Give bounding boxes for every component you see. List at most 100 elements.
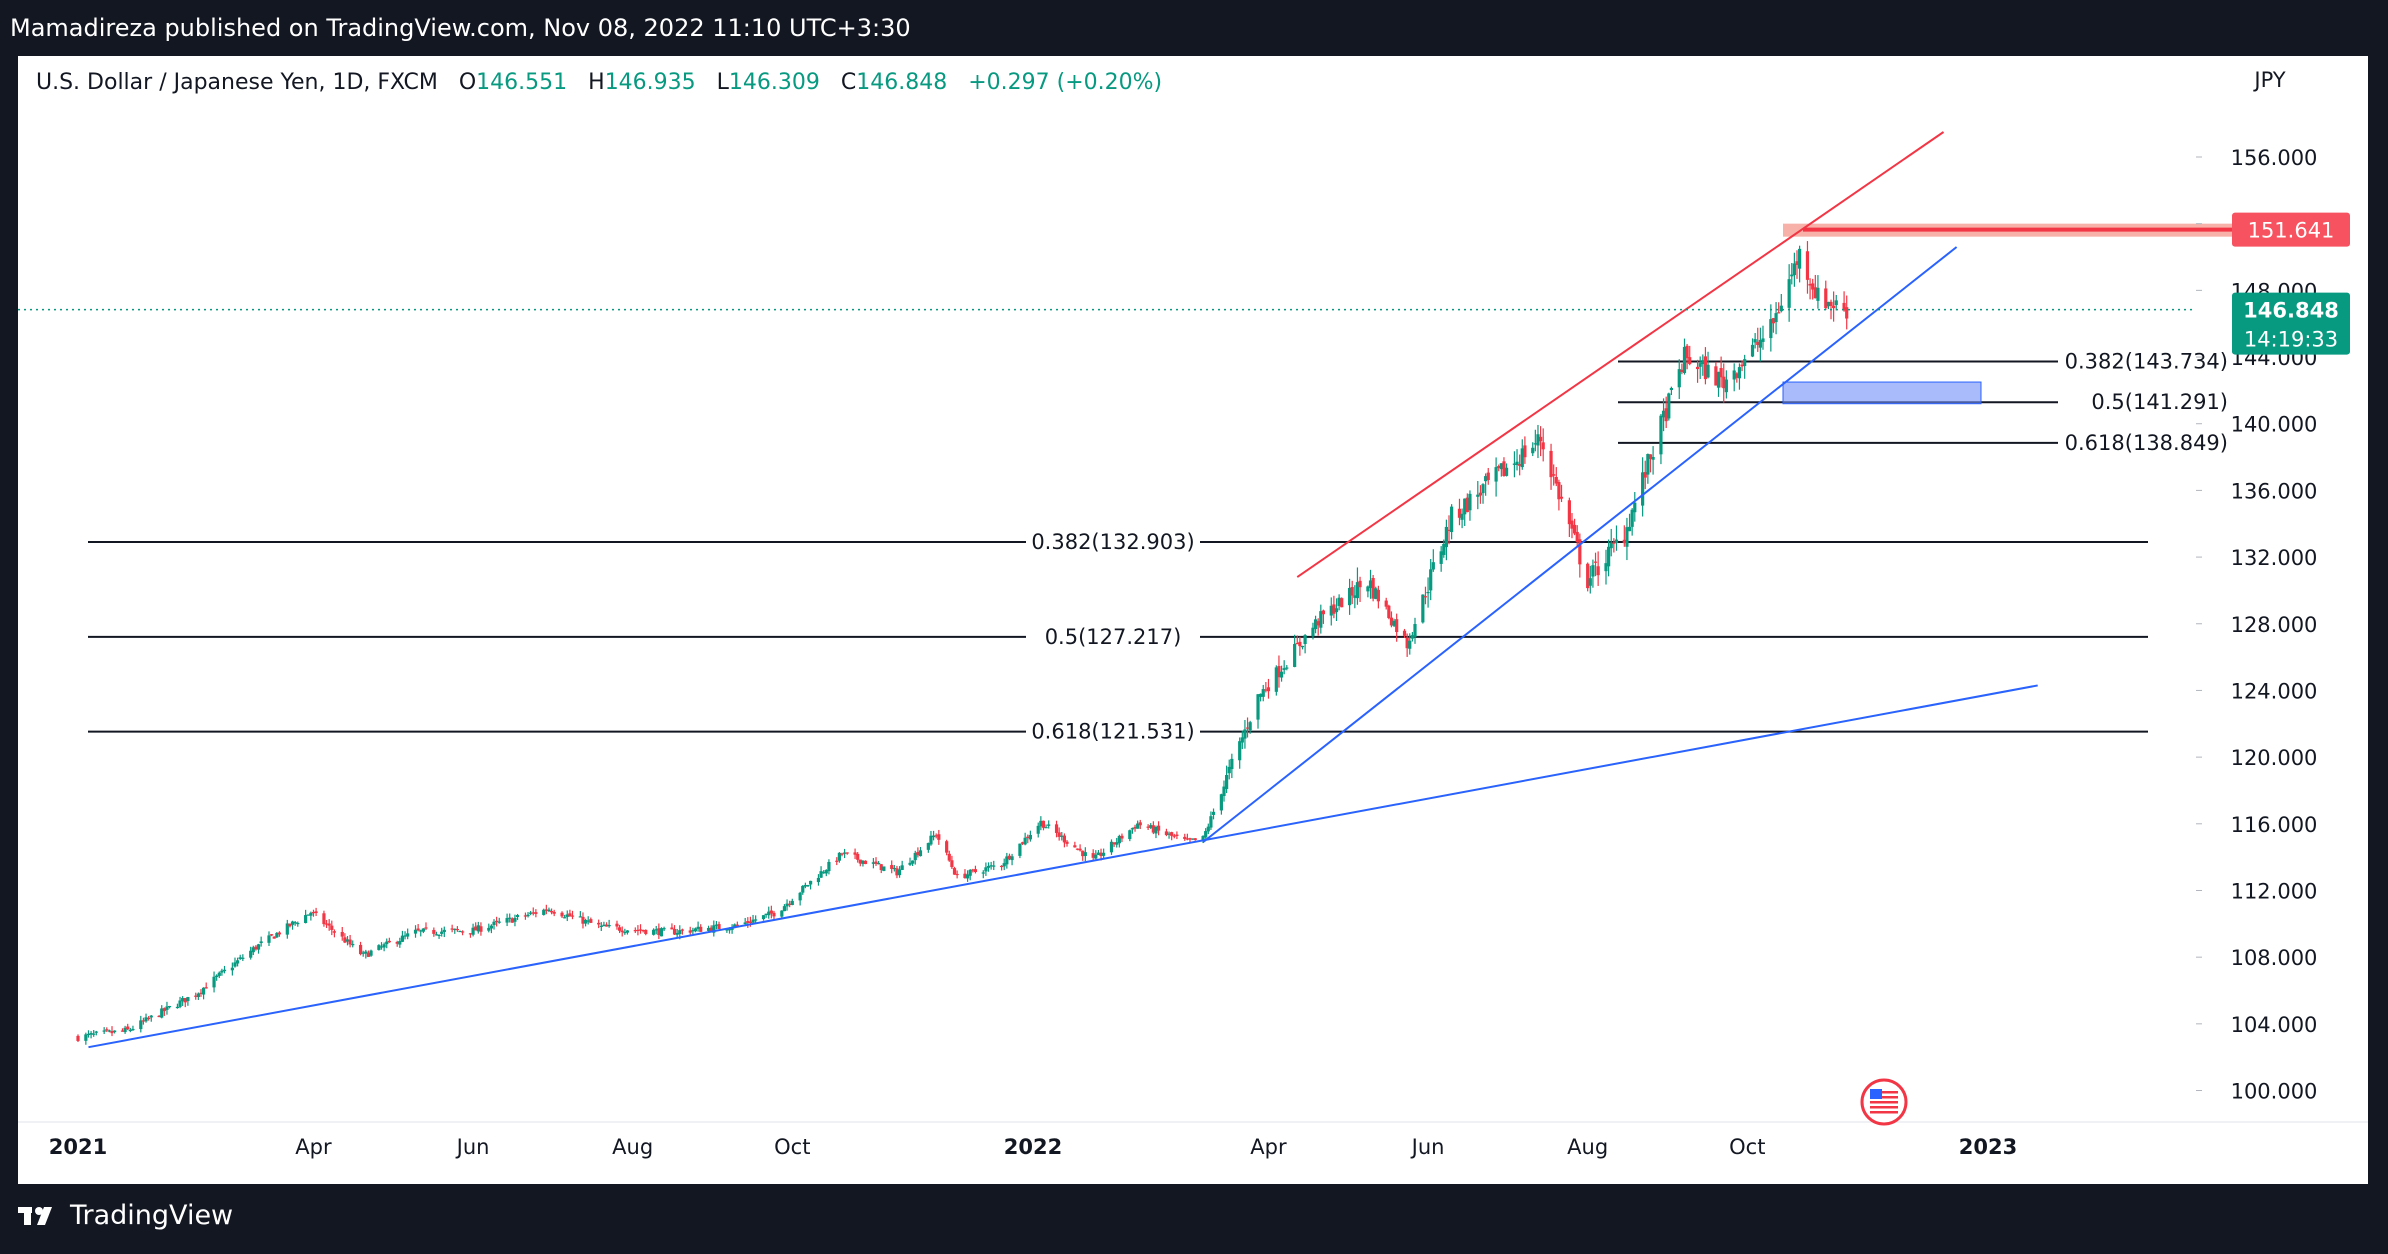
price-tick-label: 104.000 bbox=[2231, 1013, 2318, 1037]
time-tick-label: Jun bbox=[1410, 1135, 1445, 1159]
candle-body bbox=[1219, 794, 1223, 811]
candle-body bbox=[552, 911, 556, 914]
candle-body bbox=[1808, 283, 1812, 286]
candle-body bbox=[1243, 729, 1247, 739]
candle-body bbox=[1065, 841, 1069, 844]
candle-body bbox=[743, 922, 747, 924]
candle-body bbox=[853, 852, 857, 855]
time-axis[interactable]: 2021 Apr Jun Aug Oct 2022 Apr Jun Aug Oct 2023 bbox=[18, 1121, 2368, 1159]
candle-body bbox=[1779, 305, 1783, 312]
price-chart[interactable]: 0.382(132.903) 0.5(127.217) 0.618(121.531)… bbox=[18, 56, 2368, 1184]
candle-body bbox=[196, 993, 200, 998]
candle-body bbox=[222, 969, 227, 972]
candle-body bbox=[126, 1026, 130, 1030]
candle-body bbox=[965, 874, 970, 879]
candle-body bbox=[570, 915, 575, 917]
candle-body bbox=[471, 927, 475, 935]
candle-body bbox=[1010, 856, 1014, 861]
candle-body bbox=[822, 872, 826, 874]
candle-body bbox=[489, 925, 493, 929]
candle-body bbox=[1593, 561, 1598, 563]
zones[interactable] bbox=[1782, 223, 2238, 405]
candle-body bbox=[450, 928, 454, 930]
candle-body bbox=[1701, 360, 1705, 365]
candle-body bbox=[748, 921, 753, 924]
candle-body bbox=[1531, 447, 1535, 454]
candle-body bbox=[709, 927, 713, 932]
candle-body bbox=[751, 919, 755, 923]
flag-stripe bbox=[1870, 1106, 1898, 1109]
candle-body bbox=[1183, 836, 1187, 839]
candle-body bbox=[1374, 588, 1378, 599]
candle-body bbox=[1402, 630, 1407, 636]
candle-body bbox=[918, 850, 923, 857]
trendlines[interactable] bbox=[88, 131, 2038, 1049]
candle-body bbox=[1225, 774, 1229, 789]
open-value: 146.551 bbox=[476, 70, 568, 95]
candle-body bbox=[434, 934, 439, 936]
candle-body bbox=[1358, 580, 1362, 588]
price-axis[interactable]: JPY156.000152.000148.000144.000140.00013… bbox=[2196, 68, 2350, 1104]
fib-levels-large[interactable]: 0.382(132.903) 0.5(127.217) 0.618(121.531) bbox=[88, 530, 2148, 744]
candle-body bbox=[1117, 835, 1121, 844]
candle-body bbox=[1018, 843, 1022, 856]
candle-body bbox=[618, 927, 622, 931]
price-tick-label: 136.000 bbox=[2231, 479, 2318, 503]
candle-body bbox=[782, 906, 787, 912]
candle-body bbox=[1112, 842, 1116, 845]
candle-body bbox=[387, 940, 391, 943]
candle-body bbox=[1211, 811, 1216, 815]
candle-body bbox=[1588, 578, 1592, 586]
candle-body bbox=[285, 923, 289, 935]
candle-body bbox=[1353, 595, 1357, 598]
candle-body bbox=[699, 926, 703, 932]
flag-stripe bbox=[1870, 1111, 1898, 1114]
candle-body bbox=[1651, 456, 1655, 460]
candle-body bbox=[1096, 852, 1101, 855]
candle-body bbox=[526, 914, 530, 917]
fib-levels-small[interactable]: 0.382(143.734) 0.5(141.291) 0.618(138.849) bbox=[1618, 349, 2228, 455]
candle-body bbox=[1829, 301, 1833, 306]
candle-body bbox=[1523, 445, 1527, 458]
candle-body bbox=[1023, 837, 1027, 845]
time-tick-label: Oct bbox=[1729, 1135, 1765, 1159]
candle-body bbox=[897, 869, 902, 876]
candle-body bbox=[1334, 608, 1339, 613]
candle-body bbox=[1392, 620, 1396, 626]
candle-body bbox=[256, 944, 261, 950]
candle-body bbox=[890, 865, 894, 869]
candle-body bbox=[306, 914, 310, 916]
candle-body bbox=[1321, 610, 1326, 615]
candle-body bbox=[236, 960, 240, 964]
candle-body bbox=[542, 909, 546, 915]
candle-body bbox=[311, 912, 316, 914]
candle-body bbox=[1664, 408, 1668, 422]
candle-body bbox=[1609, 542, 1613, 549]
candle-body bbox=[984, 867, 988, 872]
candle-body bbox=[1000, 865, 1004, 868]
candle-body bbox=[288, 923, 292, 927]
candle-body bbox=[1732, 370, 1736, 380]
candle-body bbox=[419, 930, 423, 932]
candle-body bbox=[806, 884, 810, 887]
chart-area[interactable]: 0.382(132.903) 0.5(127.217) 0.618(121.531)… bbox=[18, 56, 2368, 1184]
tradingview-brand[interactable]: TradingView bbox=[18, 1200, 233, 1231]
candle-body bbox=[1347, 587, 1352, 606]
candle-body bbox=[1266, 687, 1271, 692]
candle-body bbox=[406, 933, 410, 937]
us-flag-icon[interactable] bbox=[1860, 1078, 1908, 1126]
candle-body bbox=[926, 843, 930, 850]
candle-body bbox=[113, 1030, 117, 1033]
candle-body bbox=[1185, 838, 1189, 840]
candle-body bbox=[1716, 371, 1721, 388]
candle-body bbox=[733, 924, 737, 927]
candle-body bbox=[1094, 854, 1098, 859]
candle-body bbox=[675, 932, 679, 935]
candle-body bbox=[351, 944, 355, 946]
candle-body bbox=[945, 841, 949, 853]
bar-countdown: 14:19:33 bbox=[2244, 328, 2338, 352]
candle-body bbox=[1264, 689, 1268, 691]
candle-body bbox=[1078, 848, 1082, 851]
candle-body bbox=[1293, 644, 1297, 667]
candle-body bbox=[233, 962, 237, 967]
